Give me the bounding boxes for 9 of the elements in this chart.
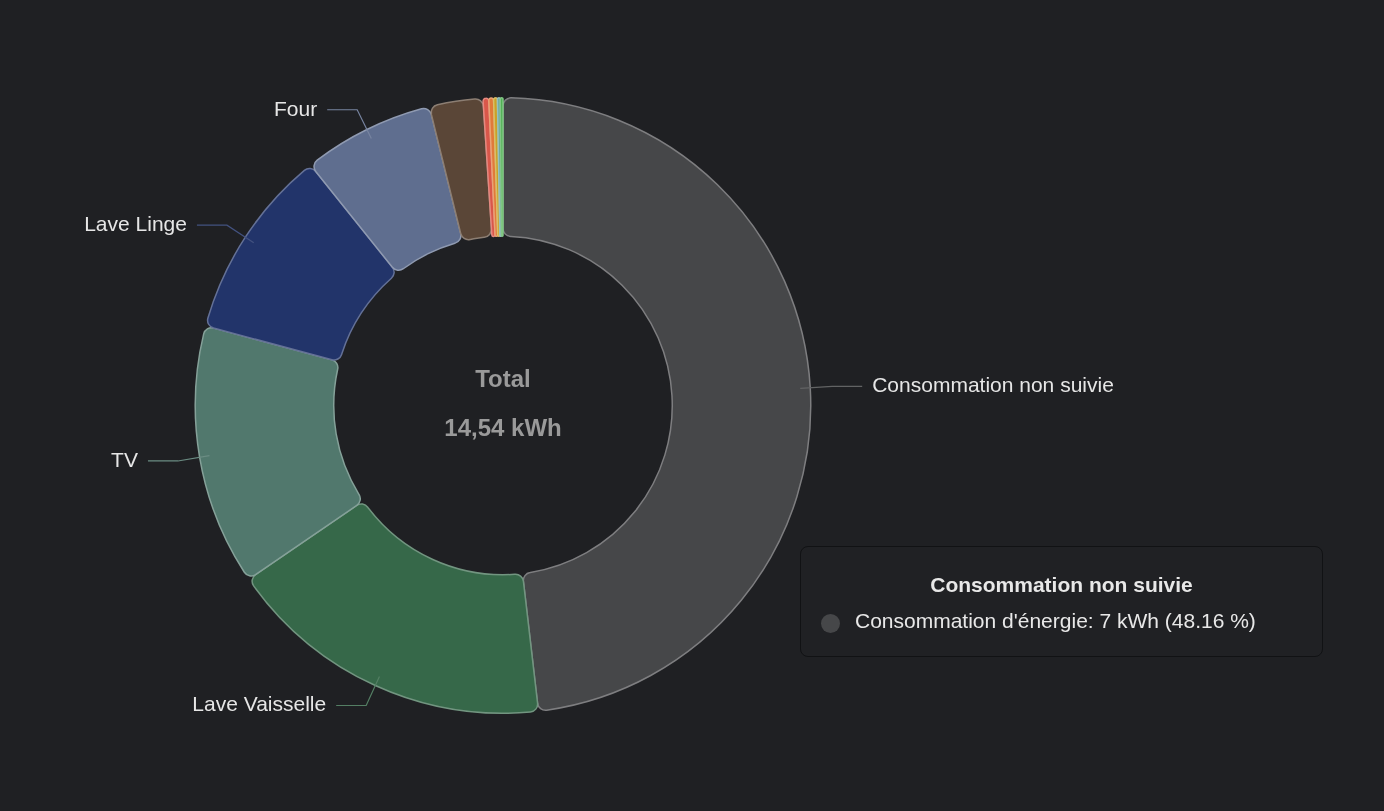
slice-label: Lave Vaisselle [192, 692, 327, 716]
slice-label: Lave Linge [84, 211, 187, 235]
slice-label: Four [274, 96, 318, 120]
text: Consommation d'énergie: 7 kWh (48.16 %) [855, 609, 1256, 633]
slice-label: Consommation non suivie [872, 373, 1114, 397]
text: Consommation non suivie [929, 573, 1194, 597]
text: 14,54 kWh [444, 414, 562, 442]
slice-label: TV [111, 447, 138, 471]
text: Total [475, 365, 531, 393]
